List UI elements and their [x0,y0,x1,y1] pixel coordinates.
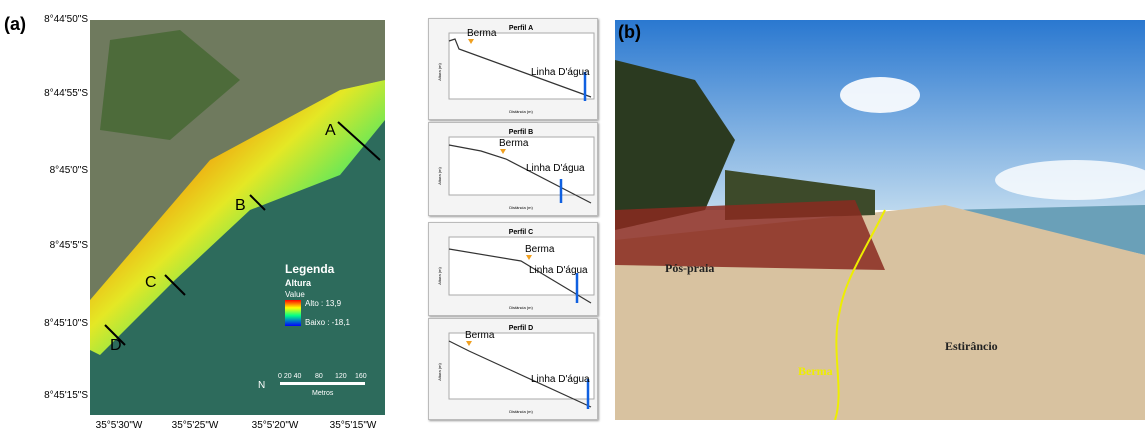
x-axis-label: Distância (m) [509,205,533,210]
lat-label: 8°45'10"S [28,318,88,329]
profile-panel: Perfil B Berma Linha D'água Altura (m) Distâ… [428,122,598,216]
profile-chart: Perfil D Berma Linha D'água Altura (m) Distâ… [429,319,597,419]
y-axis-label: Altura (m) [437,267,442,285]
lon-label: 35°5'30"W [84,420,154,431]
scale-unit: Metros [312,390,334,397]
lat-label: 8°45'5"S [28,240,88,251]
plot: Perfil C Berma Linha D'água Altura (m) Distâ… [437,229,594,310]
plot: Perfil B Berma Linha D'água Altura (m) Distâ… [437,129,594,210]
y-axis-label: Altura (m) [437,63,442,81]
profile-letter: A [325,122,336,139]
legend-value: Value [285,290,305,299]
panel-label: (b) [618,22,641,43]
north-arrow: N [258,380,265,391]
plot: Perfil A Berma Linha D'água Altura (m) Distâ… [437,25,594,114]
page: (a) (b) A B C D Legenda Altura Value Alt… [0,0,1145,434]
profile-title: Perfil A [509,25,533,32]
profile-panel: Perfil D Berma Linha D'água Altura (m) Distâ… [428,318,598,420]
backshore-label: Pós-praia [665,261,714,275]
scale-tick: 120 [335,373,347,380]
plot: Perfil D Berma Linha D'água Altura (m) Distâ… [437,325,594,414]
lon-label: 35°5'25"W [160,420,230,431]
profile-chart: Perfil B Berma Linha D'água Altura (m) Distâ… [429,123,597,215]
legend-subtitle: Altura [285,278,312,288]
waterline-label: Linha D'água [526,163,585,174]
berm-label: Berma [525,244,555,255]
lat-label: 8°44'55"S [28,88,88,99]
profile-letter: B [235,197,246,214]
profile-panel: Perfil A Berma Linha D'água Altura (m) Distâ… [428,18,598,120]
umbrellas-tables [615,200,885,270]
lat-label: 8°44'50"S [28,14,88,25]
lon-label: 35°5'20"W [240,420,310,431]
berm-label: Berma [465,330,495,341]
legend-title: Legenda [285,262,335,276]
cloud [840,77,920,113]
map: A B C D Legenda Altura Value Alto : 13,9… [90,20,385,415]
legend-low: Baixo : -18,1 [305,318,350,327]
scale-tick: 80 [315,373,323,380]
lat-label: 8°45'15"S [28,390,88,401]
foreshore-label: Estirâncio [945,339,998,353]
legend-high: Alto : 13,9 [305,299,342,308]
berm-label: Berma [467,28,497,39]
y-axis-label: Altura (m) [437,363,442,381]
profile-letter: D [110,337,122,354]
x-axis-label: Distância (m) [509,305,533,310]
profile-title: Perfil D [509,325,534,332]
y-axis-label: Altura (m) [437,167,442,185]
x-axis-label: Distância (m) [509,109,533,114]
waterline-label: Linha D'água [531,374,590,385]
berm-label: Berma [798,364,833,378]
panel-label: (a) [4,14,26,35]
berm-label: Berma [499,138,529,149]
profile-panel: Perfil C Berma Linha D'água Altura (m) Distâ… [428,222,598,316]
profile-title: Perfil B [509,129,534,136]
profile-chart: Perfil C Berma Linha D'água Altura (m) Distâ… [429,223,597,315]
photo: Pós-praia Berma Estirâncio [615,20,1145,420]
scale-tick: 160 [355,373,367,380]
lat-label: 8°45'0"S [28,165,88,176]
scale-bar [280,382,365,385]
scale-tick: 0 20 40 [278,373,301,380]
legend-ramp [285,300,301,326]
lon-label: 35°5'15"W [318,420,388,431]
waterline-label: Linha D'água [531,67,590,78]
waterline-label: Linha D'água [529,265,588,276]
profile-title: Perfil C [509,229,534,236]
x-axis-label: Distância (m) [509,409,533,414]
profile-chart: Perfil A Berma Linha D'água Altura (m) Distâ… [429,19,597,119]
profile-letter: C [145,274,157,291]
